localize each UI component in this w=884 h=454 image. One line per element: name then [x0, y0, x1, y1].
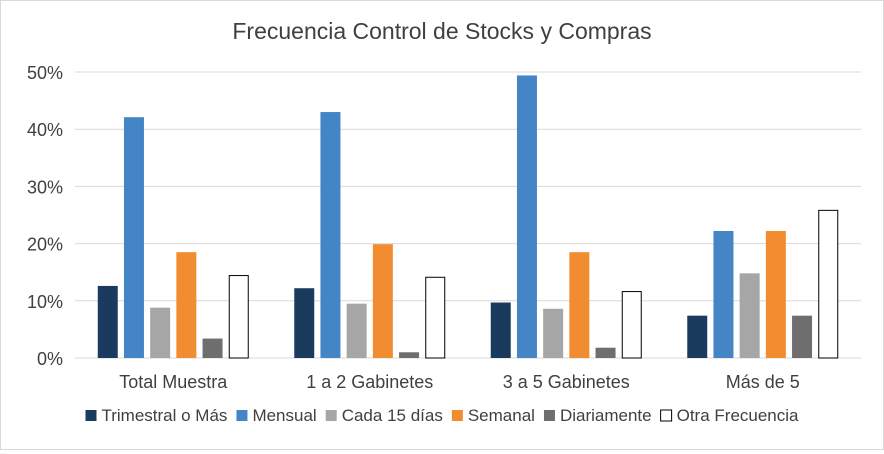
bar-trimestral-o-m-s-2 — [490, 302, 511, 358]
legend-label: Trimestral o Más — [101, 406, 227, 425]
bar-mensual-2 — [516, 75, 537, 358]
y-axis-ticks: 0% 10% 20% 30% 40% 50% — [27, 63, 63, 369]
bar-otra-frecuencia-2 — [621, 291, 642, 359]
x-axis-ticks: Total Muestra 1 a 2 Gabinetes 3 a 5 Gabine… — [119, 372, 800, 392]
legend-label: Diariamente — [560, 406, 652, 425]
legend-swatch — [451, 410, 463, 421]
x-tick-label: Más de 5 — [726, 372, 800, 392]
legend-swatch — [85, 410, 97, 421]
bar-diariamente-3 — [792, 315, 813, 358]
bar-trimestral-o-m-s-1 — [294, 288, 315, 358]
x-tick-label: 3 a 5 Gabinetes — [503, 372, 630, 392]
legend-item: Mensual — [236, 406, 317, 425]
bars — [97, 75, 839, 359]
bar-cada-15-d-as-0 — [150, 307, 171, 358]
bar-otra-frecuencia-1 — [425, 276, 446, 359]
y-tick-label: 10% — [27, 292, 63, 312]
bar-mensual-1 — [320, 112, 341, 358]
legend-swatch — [660, 409, 673, 422]
bar-cada-15-d-as-2 — [543, 308, 564, 358]
bar-semanal-2 — [569, 252, 590, 358]
bar-semanal-0 — [176, 252, 197, 358]
legend-item: Cada 15 días — [325, 406, 443, 425]
legend-item: Semanal — [451, 406, 535, 425]
x-tick-label: Total Muestra — [119, 372, 228, 392]
y-tick-label: 30% — [27, 177, 63, 197]
bar-trimestral-o-m-s-3 — [687, 315, 708, 358]
bar-diariamente-0 — [202, 338, 223, 358]
legend-label: Semanal — [468, 406, 535, 425]
bar-trimestral-o-m-s-0 — [97, 285, 118, 358]
bar-semanal-1 — [372, 244, 393, 358]
chart-title: Frecuencia Control de Stocks y Compras — [232, 18, 651, 44]
legend-item: Diariamente — [543, 406, 652, 425]
legend-label: Otra Frecuencia — [677, 406, 799, 425]
legend: Trimestral o Más Mensual Cada 15 días Seman… — [85, 406, 799, 425]
y-tick-label: 0% — [37, 349, 63, 369]
legend-label: Cada 15 días — [342, 406, 443, 425]
bar-otra-frecuencia-0 — [228, 275, 249, 359]
legend-swatch — [236, 410, 248, 421]
y-tick-label: 40% — [27, 120, 63, 140]
bar-otra-frecuencia-3 — [818, 209, 839, 359]
y-tick-label: 20% — [27, 235, 63, 255]
bar-mensual-0 — [123, 117, 144, 358]
bar-diariamente-1 — [399, 352, 420, 358]
bar-mensual-3 — [713, 231, 734, 358]
bar-cada-15-d-as-1 — [346, 303, 367, 358]
legend-swatch — [543, 410, 555, 421]
legend-swatch — [325, 410, 337, 421]
legend-label: Mensual — [252, 406, 316, 425]
legend-item: Otra Frecuencia — [660, 406, 799, 425]
legend-item: Trimestral o Más — [85, 406, 227, 425]
bar-semanal-3 — [765, 231, 786, 358]
bar-cada-15-d-as-3 — [739, 273, 760, 358]
y-tick-label: 50% — [27, 63, 63, 83]
x-tick-label: 1 a 2 Gabinetes — [306, 372, 433, 392]
bar-diariamente-2 — [595, 347, 616, 358]
